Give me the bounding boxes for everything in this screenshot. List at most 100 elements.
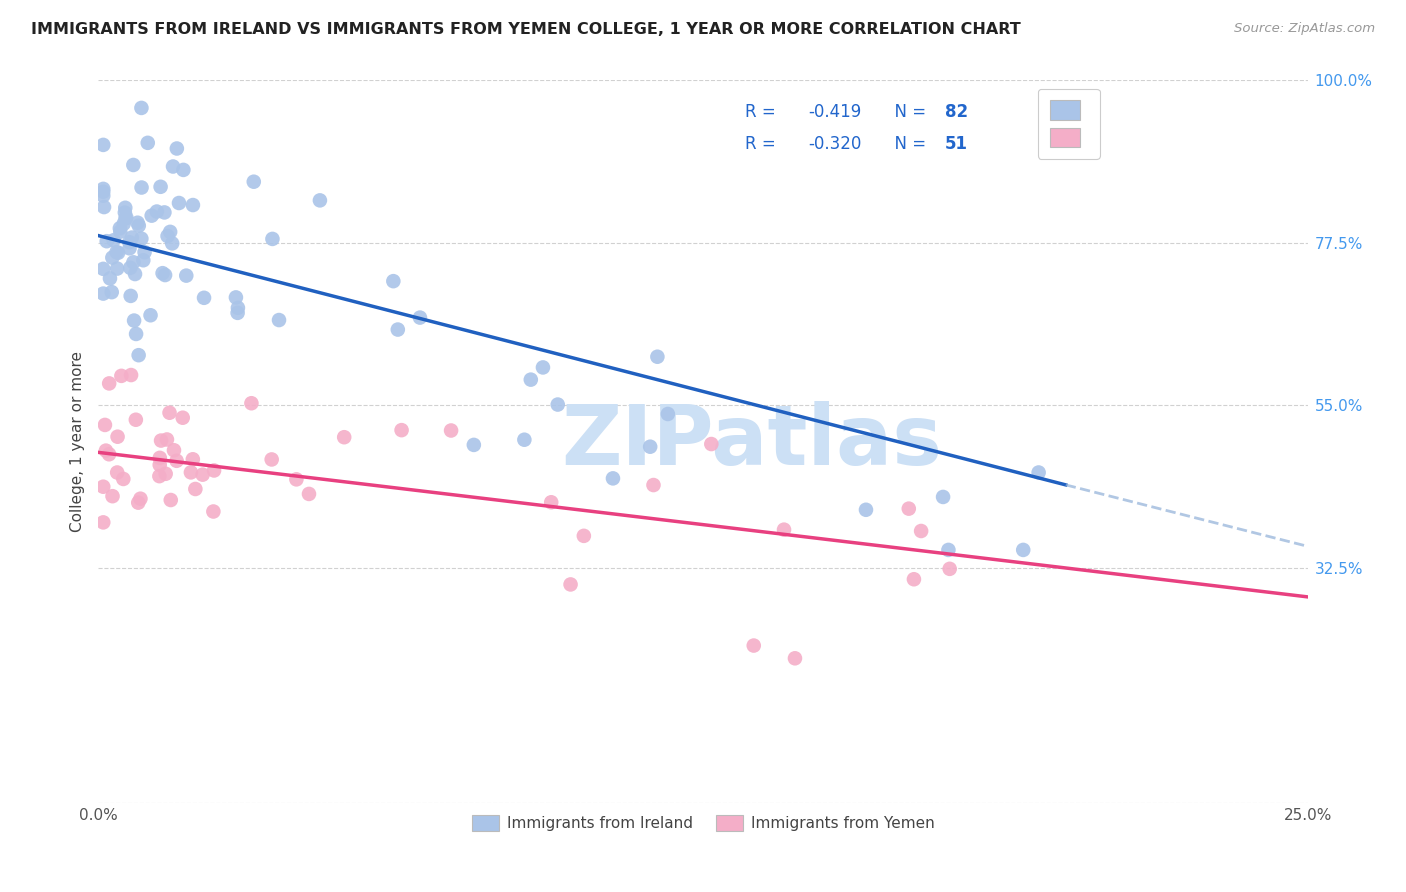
- Point: [96, 234, 118, 248]
- Point: [114, 205, 136, 219]
- Point: [110, 225, 132, 239]
- Point: [107, 430, 129, 444]
- Point: [513, 433, 536, 447]
- Point: [125, 326, 148, 341]
- Point: [531, 360, 554, 375]
- Point: [560, 577, 582, 591]
- Point: [100, 285, 122, 300]
- Point: [131, 180, 153, 194]
- Point: [136, 136, 159, 150]
- Point: [172, 410, 194, 425]
- Point: [159, 406, 181, 420]
- Point: [903, 572, 925, 586]
- Point: [146, 204, 169, 219]
- Text: -0.320: -0.320: [808, 135, 862, 153]
- Point: [128, 348, 150, 362]
- Point: [112, 217, 135, 231]
- Point: [131, 232, 153, 246]
- Point: [657, 407, 679, 421]
- Point: [226, 301, 249, 315]
- Point: [149, 458, 172, 472]
- Point: [440, 424, 463, 438]
- Point: [226, 306, 249, 320]
- Point: [174, 268, 197, 283]
- Point: [184, 482, 207, 496]
- Point: [141, 209, 163, 223]
- Point: [391, 423, 413, 437]
- Text: -0.419: -0.419: [808, 103, 862, 121]
- Point: [105, 245, 128, 260]
- Point: [382, 274, 405, 288]
- Point: [160, 236, 183, 251]
- Point: [647, 350, 669, 364]
- Text: R =: R =: [745, 135, 782, 153]
- Point: [149, 450, 172, 465]
- Point: [643, 478, 665, 492]
- Text: R =: R =: [745, 103, 782, 121]
- Point: [267, 313, 290, 327]
- Point: [700, 437, 723, 451]
- Point: [897, 501, 920, 516]
- Point: [932, 490, 955, 504]
- Text: ZIPatlas: ZIPatlas: [561, 401, 942, 482]
- Point: [122, 158, 145, 172]
- Point: [181, 198, 204, 212]
- Point: [91, 188, 114, 202]
- Point: [108, 221, 131, 235]
- Point: [156, 229, 179, 244]
- Point: [602, 471, 624, 485]
- Text: 51: 51: [945, 135, 967, 153]
- Point: [298, 487, 321, 501]
- Point: [166, 454, 188, 468]
- Point: [101, 489, 124, 503]
- Point: [285, 472, 308, 486]
- Point: [120, 289, 142, 303]
- Point: [124, 267, 146, 281]
- Point: [131, 101, 153, 115]
- Point: [262, 232, 284, 246]
- Text: N =: N =: [884, 103, 932, 121]
- Point: [149, 179, 172, 194]
- Point: [1028, 466, 1050, 480]
- Point: [242, 175, 264, 189]
- Point: [105, 261, 128, 276]
- Point: [547, 398, 569, 412]
- Point: [93, 200, 115, 214]
- Point: [159, 493, 181, 508]
- Point: [162, 160, 184, 174]
- Point: [463, 438, 485, 452]
- Y-axis label: College, 1 year or more: College, 1 year or more: [69, 351, 84, 532]
- Point: [110, 368, 132, 383]
- Point: [148, 469, 170, 483]
- Point: [94, 443, 117, 458]
- Point: [773, 523, 796, 537]
- Point: [193, 291, 215, 305]
- Point: [855, 503, 877, 517]
- Point: [181, 452, 204, 467]
- Point: [155, 467, 177, 481]
- Point: [101, 251, 124, 265]
- Point: [938, 542, 960, 557]
- Point: [91, 137, 114, 152]
- Point: [540, 495, 562, 509]
- Point: [225, 290, 247, 304]
- Point: [172, 162, 194, 177]
- Point: [118, 241, 141, 255]
- Point: [94, 417, 117, 432]
- Point: [167, 196, 190, 211]
- Text: 82: 82: [945, 103, 967, 121]
- Point: [114, 201, 136, 215]
- Point: [114, 211, 136, 226]
- Point: [132, 253, 155, 268]
- Point: [105, 466, 128, 480]
- Point: [202, 504, 225, 518]
- Point: [107, 245, 129, 260]
- Point: [180, 466, 202, 480]
- Point: [409, 310, 432, 325]
- Point: [153, 205, 176, 219]
- Point: [134, 245, 156, 260]
- Point: [112, 472, 135, 486]
- Point: [910, 524, 932, 538]
- Point: [150, 434, 173, 448]
- Legend: Immigrants from Ireland, Immigrants from Yemen: Immigrants from Ireland, Immigrants from…: [464, 807, 942, 838]
